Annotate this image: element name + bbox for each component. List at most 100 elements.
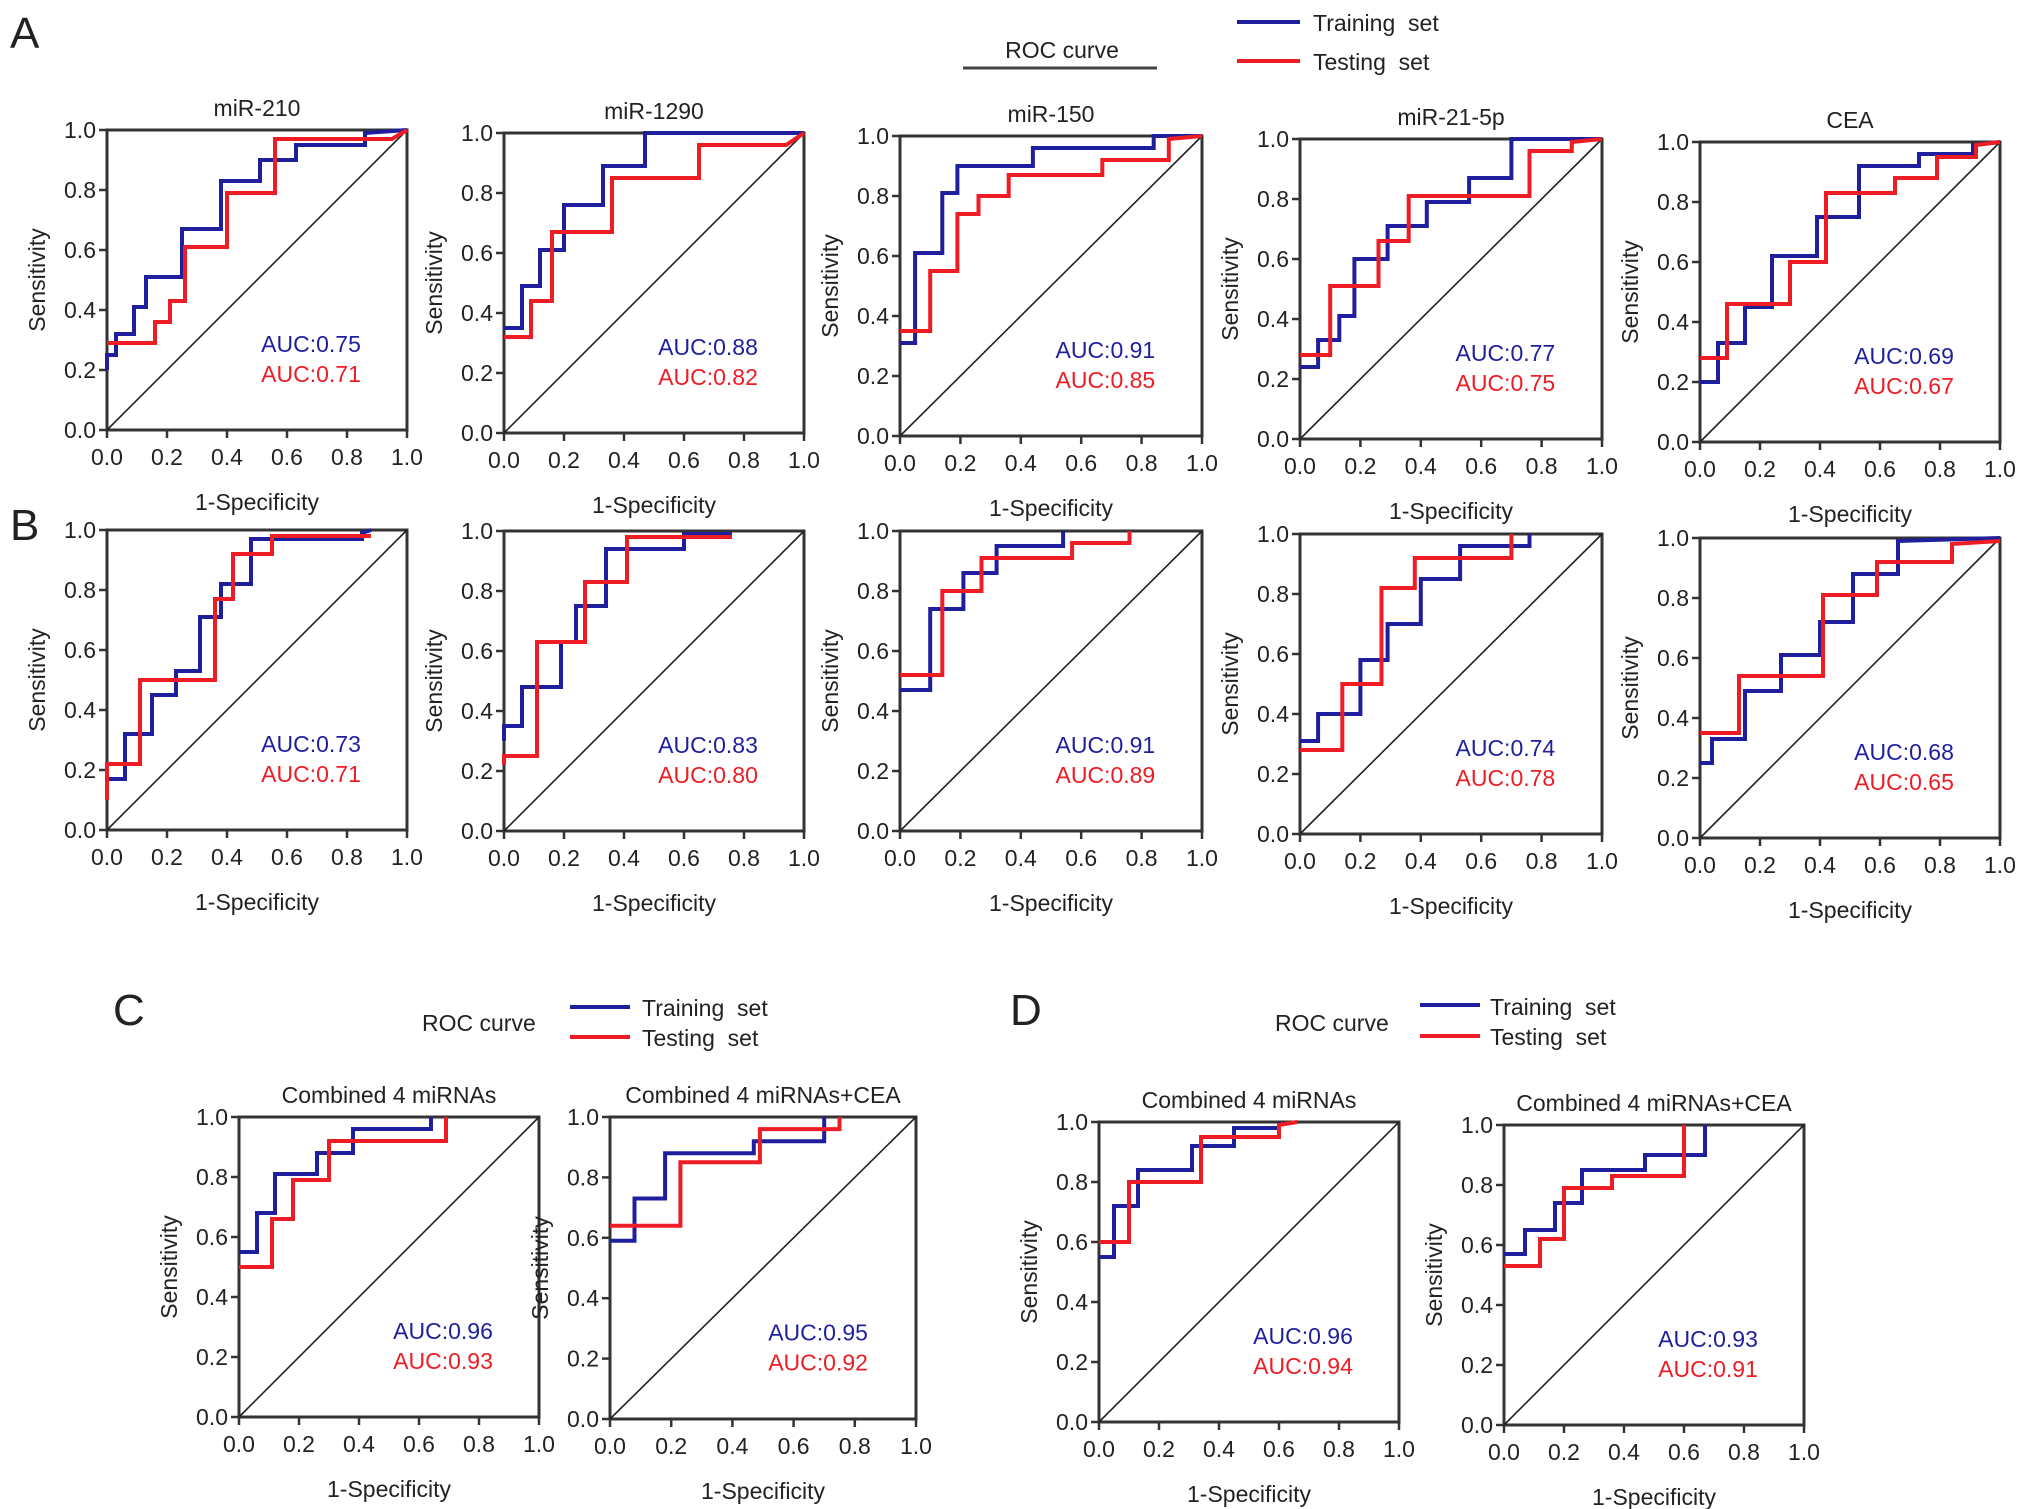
- reference-diagonal: [1503, 1124, 1805, 1426]
- y-tick-label: 0.0: [1056, 1409, 1088, 1435]
- x-tick-label: 0.4: [1405, 848, 1437, 874]
- y-tick-label: 1.0: [1657, 129, 1689, 155]
- y-axis-label: Sensitivity: [1016, 1220, 1042, 1324]
- training-roc-line: [900, 134, 1202, 345]
- y-tick-label: 0.0: [1657, 825, 1689, 851]
- x-tick-label: 0.6: [668, 447, 700, 473]
- x-tick-label: 0.0: [488, 845, 520, 871]
- x-tick-label: 1.0: [788, 845, 820, 871]
- roc-plot-13: Combined 4 miRNAs+CEA 0.0 0.2 0.4 0.6 0.8 1.0 0…: [1421, 1090, 1820, 1509]
- y-tick-label: 1.0: [1461, 1112, 1493, 1138]
- legend-title: ROC curve: [1005, 37, 1119, 63]
- plot-title: CEA: [1826, 107, 1874, 133]
- training-roc-line: [1504, 1125, 1707, 1256]
- roc-plot-11: Combined 4 miRNAs+CEA 0.0 0.2 0.4 0.6 0.8 1.0 0…: [527, 1082, 932, 1504]
- y-tick-label: 0.2: [1657, 369, 1689, 395]
- y-tick-label: 0.6: [1657, 249, 1689, 275]
- training-roc-line: [239, 1117, 433, 1254]
- plot-title: miR-21-5p: [1397, 104, 1504, 130]
- plot-frame: [502, 529, 806, 833]
- training-roc-line: [504, 131, 804, 330]
- x-tick-label: 0.0: [1684, 456, 1716, 482]
- auc-label-testing: AUC:0.94: [1253, 1353, 1353, 1379]
- x-tick-label: 0.2: [151, 444, 183, 470]
- x-tick-label: 0.0: [1083, 1436, 1115, 1462]
- roc-plot-10: Combined 4 miRNAs 0.0 0.2 0.4 0.6 0.8 1.0 0.0 0.…: [156, 1082, 555, 1502]
- x-tick-label: 0.6: [1465, 848, 1497, 874]
- roc-plot-12: Combined 4 miRNAs 0.0 0.2 0.4 0.6 0.8 1.0 0.0 0.…: [1016, 1087, 1415, 1507]
- training-roc-line: [105, 528, 372, 800]
- x-axis-label: 1-Specificity: [195, 489, 319, 515]
- y-tick-label: 0.2: [1257, 366, 1289, 392]
- y-axis-label: Sensitivity: [1617, 240, 1643, 344]
- roc-plot-7: 0.0 0.2 0.4 0.6 0.8 1.0 0.0 0.2 0.4 0.6 0.8 1.0 1-Sp…: [817, 518, 1218, 916]
- x-axis-label: 1-Specificity: [989, 495, 1113, 521]
- y-tick-label: 0.6: [1257, 641, 1289, 667]
- y-tick-label: 1.0: [857, 518, 889, 544]
- legend-c-label-testing: Testing set: [642, 1025, 759, 1051]
- y-tick-label: 0.2: [857, 363, 889, 389]
- y-tick-label: 0.8: [461, 180, 493, 206]
- x-tick-label: 0.6: [668, 845, 700, 871]
- x-tick-label: 0.8: [1728, 1439, 1760, 1465]
- training-roc-line: [1700, 536, 2001, 765]
- y-tick-label: 0.4: [567, 1285, 599, 1311]
- y-tick-label: 0.8: [1461, 1172, 1493, 1198]
- reference-diagonal: [106, 529, 408, 831]
- auc-label-training: AUC:0.88: [658, 334, 758, 360]
- y-axis-label: Sensitivity: [1421, 1223, 1447, 1327]
- y-tick-label: 0.6: [857, 638, 889, 664]
- x-tick-label: 0.8: [331, 844, 363, 870]
- x-tick-label: 0.6: [403, 1431, 435, 1457]
- y-tick-label: 0.8: [196, 1164, 228, 1190]
- reference-diagonal: [503, 132, 805, 434]
- y-tick-label: 0.2: [1056, 1349, 1088, 1375]
- y-tick-label: 0.0: [857, 423, 889, 449]
- x-tick-label: 0.0: [91, 444, 123, 470]
- x-tick-label: 0.4: [211, 844, 243, 870]
- x-tick-label: 1.0: [788, 447, 820, 473]
- testing-roc-line: [1700, 539, 2001, 735]
- roc-plot-4: CEA 0.0 0.2 0.4 0.6 0.8 1.0 0.0 0.2 0.4 0.6 0.8 1.0 1…: [1617, 107, 2016, 527]
- legend-d-title: ROC curve: [1275, 1010, 1389, 1036]
- auc-label-testing: AUC:0.82: [658, 364, 758, 390]
- x-tick-label: 0.6: [1065, 450, 1097, 476]
- legend-c-label-training: Training set: [642, 995, 768, 1021]
- y-tick-label: 0.2: [567, 1346, 599, 1372]
- y-tick-label: 0.6: [461, 638, 493, 664]
- x-tick-label: 0.0: [1488, 1439, 1520, 1465]
- y-tick-label: 0.0: [1657, 429, 1689, 455]
- x-axis-label: 1-Specificity: [592, 492, 716, 518]
- x-tick-label: 0.8: [839, 1433, 871, 1459]
- x-tick-label: 0.4: [608, 845, 640, 871]
- x-tick-label: 1.0: [1984, 852, 2016, 878]
- auc-label-testing: AUC:0.91: [1658, 1356, 1758, 1382]
- y-tick-label: 0.6: [857, 243, 889, 269]
- auc-label-training: AUC:0.75: [261, 331, 361, 357]
- y-tick-label: 1.0: [196, 1104, 228, 1130]
- y-tick-label: 0.4: [1257, 306, 1289, 332]
- x-tick-label: 0.2: [1744, 456, 1776, 482]
- y-tick-label: 1.0: [461, 518, 493, 544]
- y-tick-label: 0.2: [1657, 765, 1689, 791]
- x-tick-label: 0.6: [271, 444, 303, 470]
- x-axis-label: 1-Specificity: [1788, 897, 1912, 923]
- panel-label-d: D: [1010, 986, 1042, 1035]
- x-tick-label: 0.0: [884, 845, 916, 871]
- plot-frame: [1298, 137, 1604, 441]
- auc-label-testing: AUC:0.85: [1056, 367, 1156, 393]
- x-tick-label: 0.6: [1065, 845, 1097, 871]
- plot-frame: [1298, 532, 1604, 836]
- x-tick-label: 0.8: [1323, 1436, 1355, 1462]
- y-tick-label: 0.0: [461, 818, 493, 844]
- x-tick-label: 0.8: [1126, 845, 1158, 871]
- x-tick-label: 0.2: [548, 447, 580, 473]
- auc-label-training: AUC:0.93: [1658, 1326, 1758, 1352]
- roc-plot-8: 0.0 0.2 0.4 0.6 0.8 1.0 0.0 0.2 0.4 0.6 0.8 1.0 1-Sp…: [1217, 521, 1618, 919]
- y-tick-label: 0.2: [461, 758, 493, 784]
- y-tick-label: 0.8: [1056, 1169, 1088, 1195]
- auc-label-testing: AUC:0.93: [393, 1348, 493, 1374]
- x-axis-label: 1-Specificity: [1389, 893, 1513, 919]
- y-tick-label: 0.4: [857, 303, 889, 329]
- y-tick-label: 0.0: [64, 417, 96, 443]
